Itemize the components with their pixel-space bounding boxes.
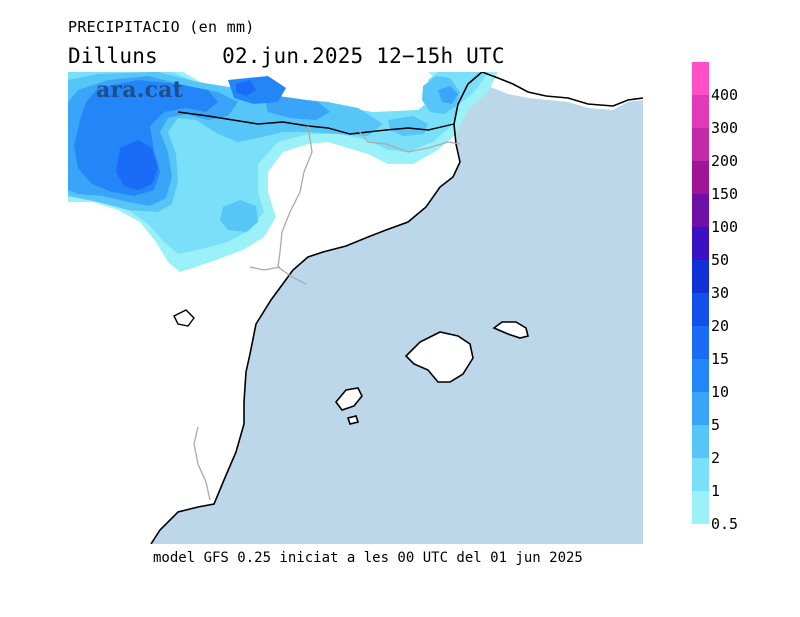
legend-label: 2 — [711, 449, 721, 467]
legend-label: 400 — [711, 86, 739, 104]
precip-field-15mm — [116, 80, 256, 190]
legend-swatch — [692, 194, 709, 227]
border-valencia-south — [193, 426, 211, 501]
legend-label: 0.5 — [711, 515, 739, 533]
forecast-datetime: Dilluns 02.jun.2025 12−15h UTC — [68, 44, 505, 68]
border-catalonia-north — [357, 129, 461, 153]
legend-label: 15 — [711, 350, 730, 368]
legend-swatch — [692, 227, 709, 260]
legend-swatch — [692, 260, 709, 293]
legend-swatch — [692, 95, 709, 128]
legend-label: 200 — [711, 152, 739, 170]
legend-label: 150 — [711, 185, 739, 203]
legend-label: 300 — [711, 119, 739, 137]
legend-swatch — [692, 128, 709, 161]
precipitation-map — [68, 72, 643, 544]
coastline-france — [481, 72, 643, 107]
legend-label: 100 — [711, 218, 739, 236]
forecast-date: 02.jun.2025 — [222, 44, 364, 68]
legend-swatch — [692, 491, 709, 524]
legend-swatch — [692, 359, 709, 392]
island-menorca — [492, 321, 529, 339]
brand-logo: ara.cat — [96, 77, 183, 103]
legend-label: 50 — [711, 251, 730, 269]
map-svg — [68, 72, 643, 544]
island-mallorca — [404, 331, 474, 383]
forecast-day: Dilluns — [68, 44, 158, 68]
legend-swatch — [692, 458, 709, 491]
coastline-iberia — [150, 72, 483, 544]
precip-legend: 400 300 200 150 100 50 30 20 15 10 5 2 1 0.5 — [692, 62, 792, 532]
legend-swatch — [692, 326, 709, 359]
chart-title: PRECIPITACIO (en mm) — [68, 18, 255, 36]
legend-swatch — [692, 161, 709, 194]
legend-colorbar — [692, 62, 709, 524]
legend-label: 30 — [711, 284, 730, 302]
island-ibiza — [334, 387, 363, 411]
border-catalonia-aragon — [277, 125, 313, 285]
legend-label: 1 — [711, 482, 721, 500]
forecast-time-range: 12−15h — [376, 44, 454, 68]
forecast-timezone: UTC — [466, 44, 505, 68]
legend-swatch — [692, 62, 709, 95]
border-valencia-aragon — [249, 266, 281, 271]
legend-label: 10 — [711, 383, 730, 401]
legend-label: 5 — [711, 416, 721, 434]
legend-swatch — [692, 293, 709, 326]
legend-label: 20 — [711, 317, 730, 335]
island-formentera — [346, 415, 360, 425]
border-pyrenees — [177, 111, 455, 135]
legend-swatch — [692, 392, 709, 425]
land-france — [482, 72, 643, 110]
island-columbretes — [173, 309, 195, 327]
model-info: model GFS 0.25 iniciat a les 00 UTC del … — [153, 550, 583, 566]
legend-swatch — [692, 425, 709, 458]
